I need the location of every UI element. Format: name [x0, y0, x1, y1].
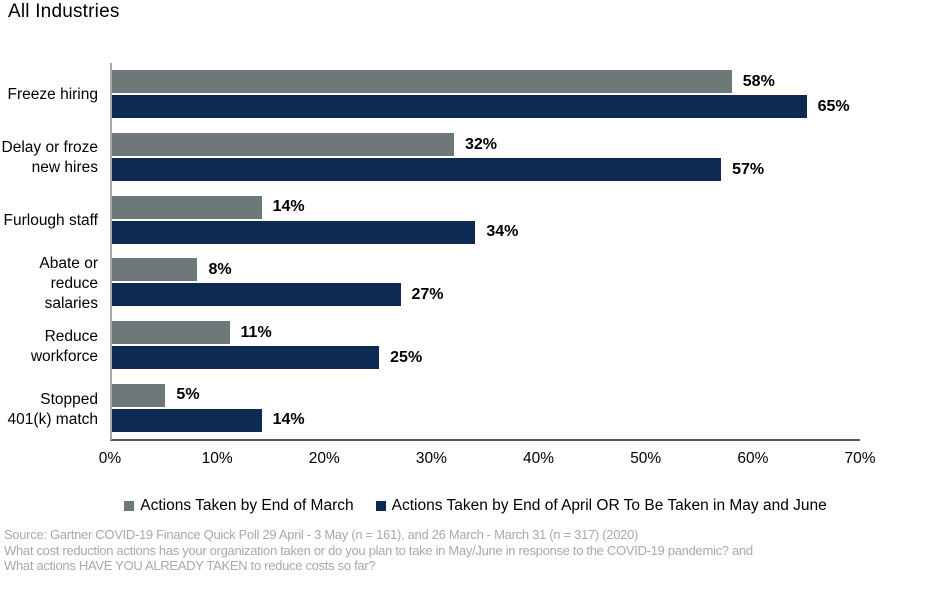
bar-march — [112, 133, 454, 156]
category-label-line: salaries — [44, 294, 98, 312]
x-tick-label: 40% — [523, 450, 555, 467]
category-label-line: workforce — [30, 347, 98, 365]
category-label: Reduce workforce — [0, 315, 98, 378]
category-label-line: Furlough staff — [3, 211, 99, 229]
source-note: Source: Gartner COVID-19 Finance Quick P… — [4, 527, 944, 574]
value-label: 25% — [390, 348, 423, 366]
bar-line: 34% — [112, 220, 860, 244]
bar-line: 11% — [112, 321, 860, 345]
category-label-line: Abate or — [39, 254, 98, 272]
chart-title: All Industries — [8, 1, 120, 22]
legend-swatch-icon — [375, 501, 386, 511]
bar-april-may-june — [112, 158, 722, 181]
category-axis: Freeze hiring Delay or froze new hires Furl… — [0, 63, 98, 441]
x-tick-label: 70% — [844, 450, 876, 467]
bar-line: 14% — [112, 195, 860, 219]
category-row: 11% 25% — [112, 314, 860, 377]
bar-march — [112, 70, 732, 94]
value-label: 57% — [732, 160, 765, 178]
question-line-2: What actions HAVE YOU ALREADY TAKEN to r… — [4, 558, 376, 573]
bar-april-may-june — [112, 408, 262, 432]
category-label: Delay or froze new hires — [0, 126, 98, 189]
x-tick-label: 60% — [737, 450, 769, 467]
category-label: Furlough staff — [0, 189, 99, 252]
category-label-line: 401(k) match — [7, 410, 98, 428]
bar-chart: Freeze hiring Delay or froze new hires Furl… — [0, 63, 951, 467]
x-tick-label: 50% — [630, 450, 662, 467]
question-line-1: What cost reduction actions has your org… — [4, 542, 753, 558]
bar-line: 57% — [112, 158, 860, 181]
category-row: 14% 34% — [112, 188, 860, 251]
legend-label: Actions Taken by End of March — [140, 497, 354, 514]
bar-line: 5% — [112, 383, 860, 407]
x-tick-label: 0% — [98, 450, 122, 467]
bar-april-may-june — [112, 283, 401, 307]
bar-line: 14% — [112, 408, 860, 432]
value-label: 58% — [742, 72, 775, 90]
value-label: 11% — [240, 323, 272, 341]
category-row: 58% 65% — [112, 63, 860, 126]
x-tick-label: 20% — [308, 450, 340, 467]
bar-line: 25% — [112, 346, 860, 370]
category-label: Abate or reduce salaries — [0, 252, 98, 315]
value-label: 65% — [817, 97, 850, 115]
bar-line: 27% — [112, 283, 860, 307]
plot-area: 58% 65% 32% 57% 14% 34% 8% 27% 11% 25% 5% 14% — [110, 63, 860, 441]
value-label: 27% — [411, 285, 444, 303]
bar-line: 8% — [112, 258, 860, 282]
legend-item: Actions Taken by End of March — [124, 497, 354, 515]
category-label-line: Delay or froze — [1, 138, 98, 156]
category-label: Stopped 401(k) match — [0, 378, 98, 441]
legend-item: Actions Taken by End of April OR To Be T… — [375, 497, 827, 515]
category-label-line: Freeze hiring — [7, 85, 98, 103]
x-axis: 0% 10% 20% 30% 40% 50% 60% 70% — [99, 450, 876, 470]
bar-april-may-june — [112, 220, 476, 244]
source-line: Source: Gartner COVID-19 Finance Quick P… — [4, 527, 639, 542]
legend: Actions Taken by End of March Actions Tak… — [0, 497, 951, 515]
category-row: 32% 57% — [112, 126, 860, 189]
x-tick-label: 30% — [415, 450, 447, 467]
category-label-line: Stopped — [40, 390, 98, 408]
value-label: 14% — [272, 198, 305, 216]
bar-april-may-june — [112, 346, 380, 370]
value-label: 8% — [208, 260, 232, 278]
category-label-line: new hires — [31, 158, 98, 176]
bar-march — [112, 383, 166, 407]
bar-line: 65% — [112, 95, 860, 119]
value-label: 5% — [176, 386, 200, 404]
value-label: 34% — [486, 223, 519, 241]
bar-april-may-june — [112, 95, 807, 119]
category-row: 8% 27% — [112, 251, 860, 314]
legend-swatch-icon — [124, 501, 135, 511]
category-row: 5% 14% — [112, 376, 860, 439]
bar-march — [112, 195, 262, 219]
category-label-line: Reduce — [44, 327, 98, 345]
legend-label: Actions Taken by End of April OR To Be T… — [391, 497, 827, 514]
value-label: 32% — [464, 135, 497, 153]
bar-line: 32% — [112, 133, 860, 156]
bar-march — [112, 321, 230, 345]
category-label-line: reduce — [50, 274, 98, 292]
value-label: 14% — [272, 411, 305, 429]
x-tick-label: 10% — [201, 450, 233, 467]
category-label: Freeze hiring — [0, 63, 98, 126]
bar-march — [112, 258, 198, 282]
bar-line: 58% — [112, 70, 860, 94]
